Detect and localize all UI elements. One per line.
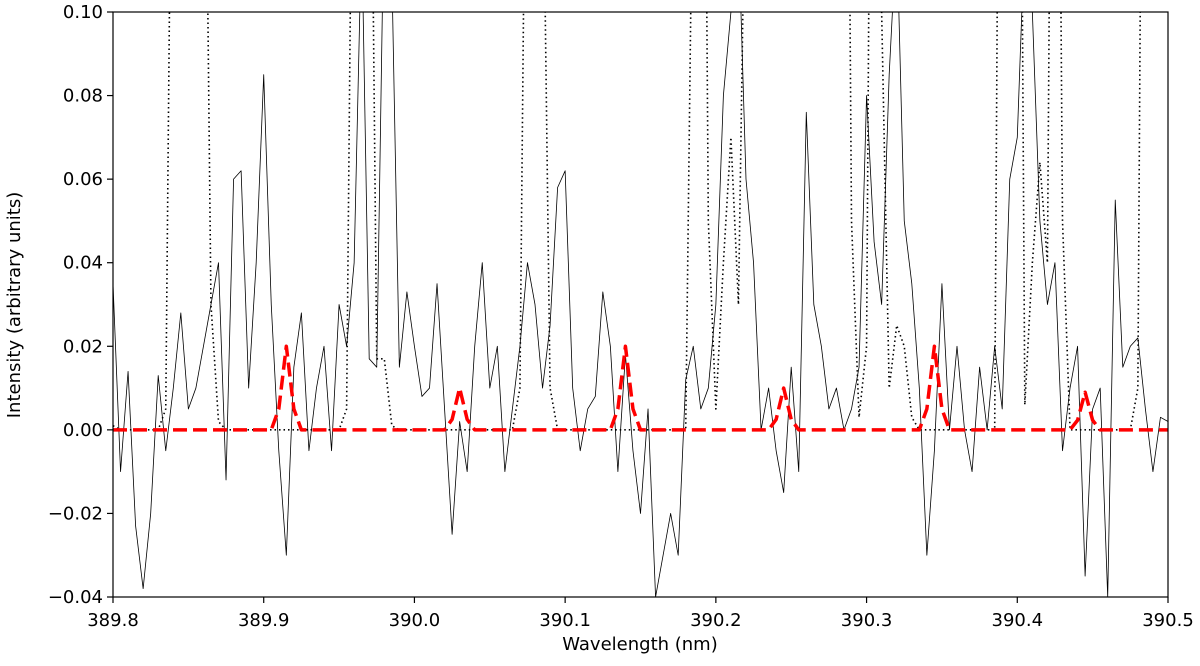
y-tick-label: 0.10 xyxy=(63,2,103,23)
y-tick-label: 0.02 xyxy=(63,336,103,357)
x-tick-label: 390.3 xyxy=(841,610,893,631)
series-line xyxy=(113,344,1168,432)
x-tick-label: 389.9 xyxy=(238,610,290,631)
x-tick-label: 390.2 xyxy=(690,610,742,631)
y-tick-label: 0.04 xyxy=(63,253,103,274)
x-tick-label: 390.4 xyxy=(992,610,1044,631)
y-tick-label: −0.04 xyxy=(48,587,103,608)
plot-lines xyxy=(113,12,1168,597)
x-tick-label: 390.0 xyxy=(389,610,441,631)
x-axis-label: Wavelength (nm) xyxy=(562,634,718,655)
x-tick-label: 390.1 xyxy=(539,610,591,631)
y-tick-label: 0.08 xyxy=(63,86,103,107)
x-tick-label: 389.8 xyxy=(87,610,139,631)
y-tick-label: 0.00 xyxy=(63,420,103,441)
series-line xyxy=(113,12,1168,597)
axes-frame xyxy=(112,11,1169,598)
series-line xyxy=(113,12,1141,431)
x-tick-label: 390.5 xyxy=(1142,610,1194,631)
y-tick-label: 0.06 xyxy=(63,169,103,190)
y-axis-label: Intensity (arbitrary units) xyxy=(4,192,25,419)
y-tick-label: −0.02 xyxy=(48,503,103,524)
